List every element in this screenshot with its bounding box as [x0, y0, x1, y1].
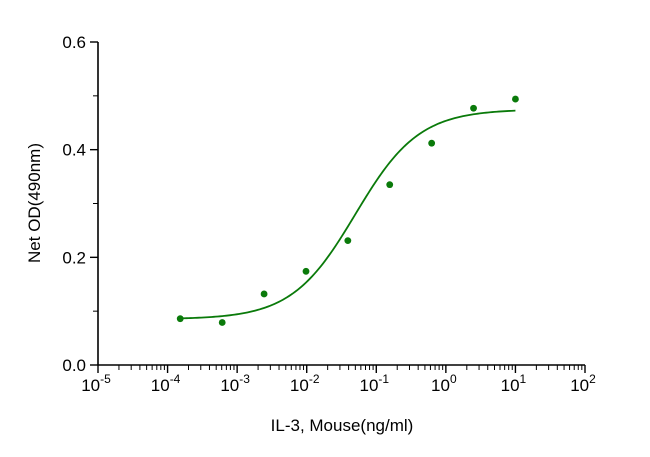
x-tick-label-base: 10	[501, 376, 520, 395]
x-tick-label: 10-1	[359, 372, 389, 395]
x-tick-label: 10-5	[81, 372, 111, 395]
x-tick-label: 10-4	[151, 372, 181, 395]
y-axis-title: Net OD(490nm)	[25, 143, 44, 263]
x-tick-label: 10-3	[220, 372, 250, 395]
x-tick-label: 10-2	[290, 372, 320, 395]
x-tick-label-base: 10	[220, 376, 239, 395]
x-tick-label-base: 10	[290, 376, 309, 395]
x-tick-label-exponent: 1	[520, 372, 527, 386]
x-tick-label-exponent: -1	[378, 372, 389, 386]
x-tick-label: 101	[501, 372, 527, 395]
data-point	[260, 290, 268, 298]
data-point	[302, 267, 310, 275]
x-tick-label: 100	[431, 372, 457, 395]
x-tick-label-exponent: -2	[309, 372, 320, 386]
x-tick-label-exponent: 2	[589, 372, 596, 386]
data-point	[386, 181, 394, 189]
x-tick-label: 102	[570, 372, 596, 395]
data-point	[470, 104, 477, 112]
y-tick-label: 0.4	[62, 141, 86, 160]
y-axis-ticks: 0.0 0.2 0.4 0.6	[62, 33, 98, 375]
x-tick-label-base: 10	[431, 376, 450, 395]
data-point	[176, 315, 184, 323]
x-tick-label-exponent: -5	[100, 372, 111, 386]
data-point	[428, 139, 436, 147]
y-tick-label: 0.0	[62, 356, 86, 375]
y-tick-label: 0.6	[62, 33, 86, 52]
x-axis-ticks: 10-5 10-4 10-3 10-2 10-1 100 101 102	[81, 365, 596, 395]
fit-curve	[180, 109, 516, 320]
data-point	[512, 95, 519, 103]
x-tick-label-base: 10	[570, 376, 589, 395]
axes	[97, 42, 585, 366]
x-tick-label-base: 10	[151, 376, 170, 395]
plot-area	[176, 95, 519, 326]
x-tick-label-exponent: 0	[450, 372, 457, 386]
x-tick-label-exponent: -4	[170, 372, 181, 386]
data-point	[344, 237, 352, 245]
y-tick-label: 0.2	[62, 248, 86, 267]
x-tick-label-base: 10	[359, 376, 378, 395]
x-axis-title: IL-3, Mouse(ng/ml)	[271, 416, 414, 435]
x-tick-label-base: 10	[81, 376, 100, 395]
data-point	[218, 319, 226, 326]
x-tick-label-exponent: -3	[239, 372, 250, 386]
